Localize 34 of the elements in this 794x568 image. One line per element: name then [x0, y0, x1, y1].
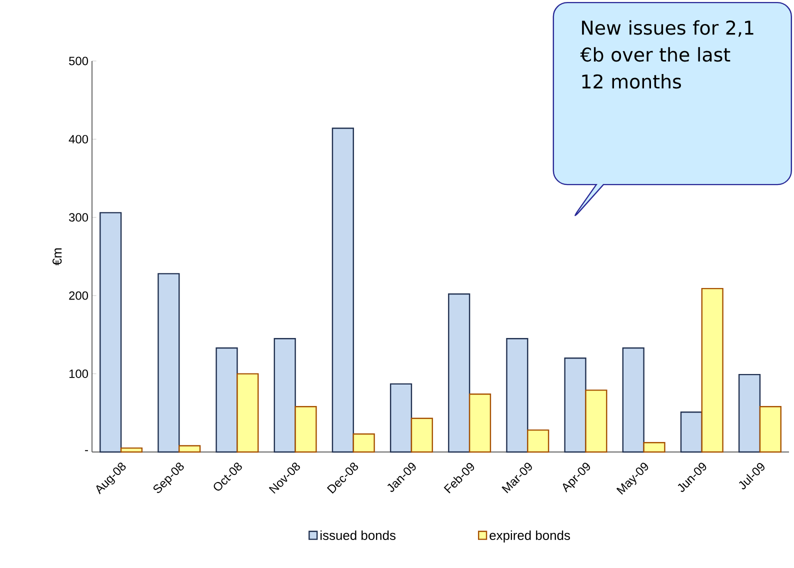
bar [410, 418, 433, 453]
y-tick-label: 300 [68, 213, 88, 222]
bar [622, 347, 644, 453]
bar [564, 358, 586, 453]
bar [178, 445, 201, 453]
legend-label: issued bonds [320, 530, 396, 540]
bar [352, 433, 375, 453]
y-tick-label: 200 [69, 291, 88, 300]
bar [506, 338, 528, 453]
bar [643, 442, 666, 453]
bar [332, 128, 354, 453]
bar [448, 293, 470, 453]
bar [236, 373, 259, 453]
bar [216, 347, 238, 453]
y-tick-label: 100 [69, 370, 88, 378]
y-tick-label: 400 [68, 134, 88, 144]
bar [274, 338, 296, 453]
bar [294, 406, 317, 453]
bar [527, 429, 550, 453]
bar [390, 383, 412, 453]
bar [585, 390, 608, 453]
bar [680, 412, 702, 453]
bar [468, 394, 492, 453]
bar [158, 273, 180, 453]
legend-label: expired bonds [490, 530, 570, 543]
bar [120, 447, 143, 453]
bar [759, 406, 782, 453]
bar [701, 288, 724, 453]
y-tick-label: 500 [69, 56, 88, 66]
bar [100, 212, 122, 453]
y-axis-title: €m [52, 248, 62, 266]
y-tick-label: - [85, 450, 88, 452]
annotation: New issues for 2,1 €b over the last 12 months [580, 20, 754, 89]
bar [738, 374, 761, 453]
